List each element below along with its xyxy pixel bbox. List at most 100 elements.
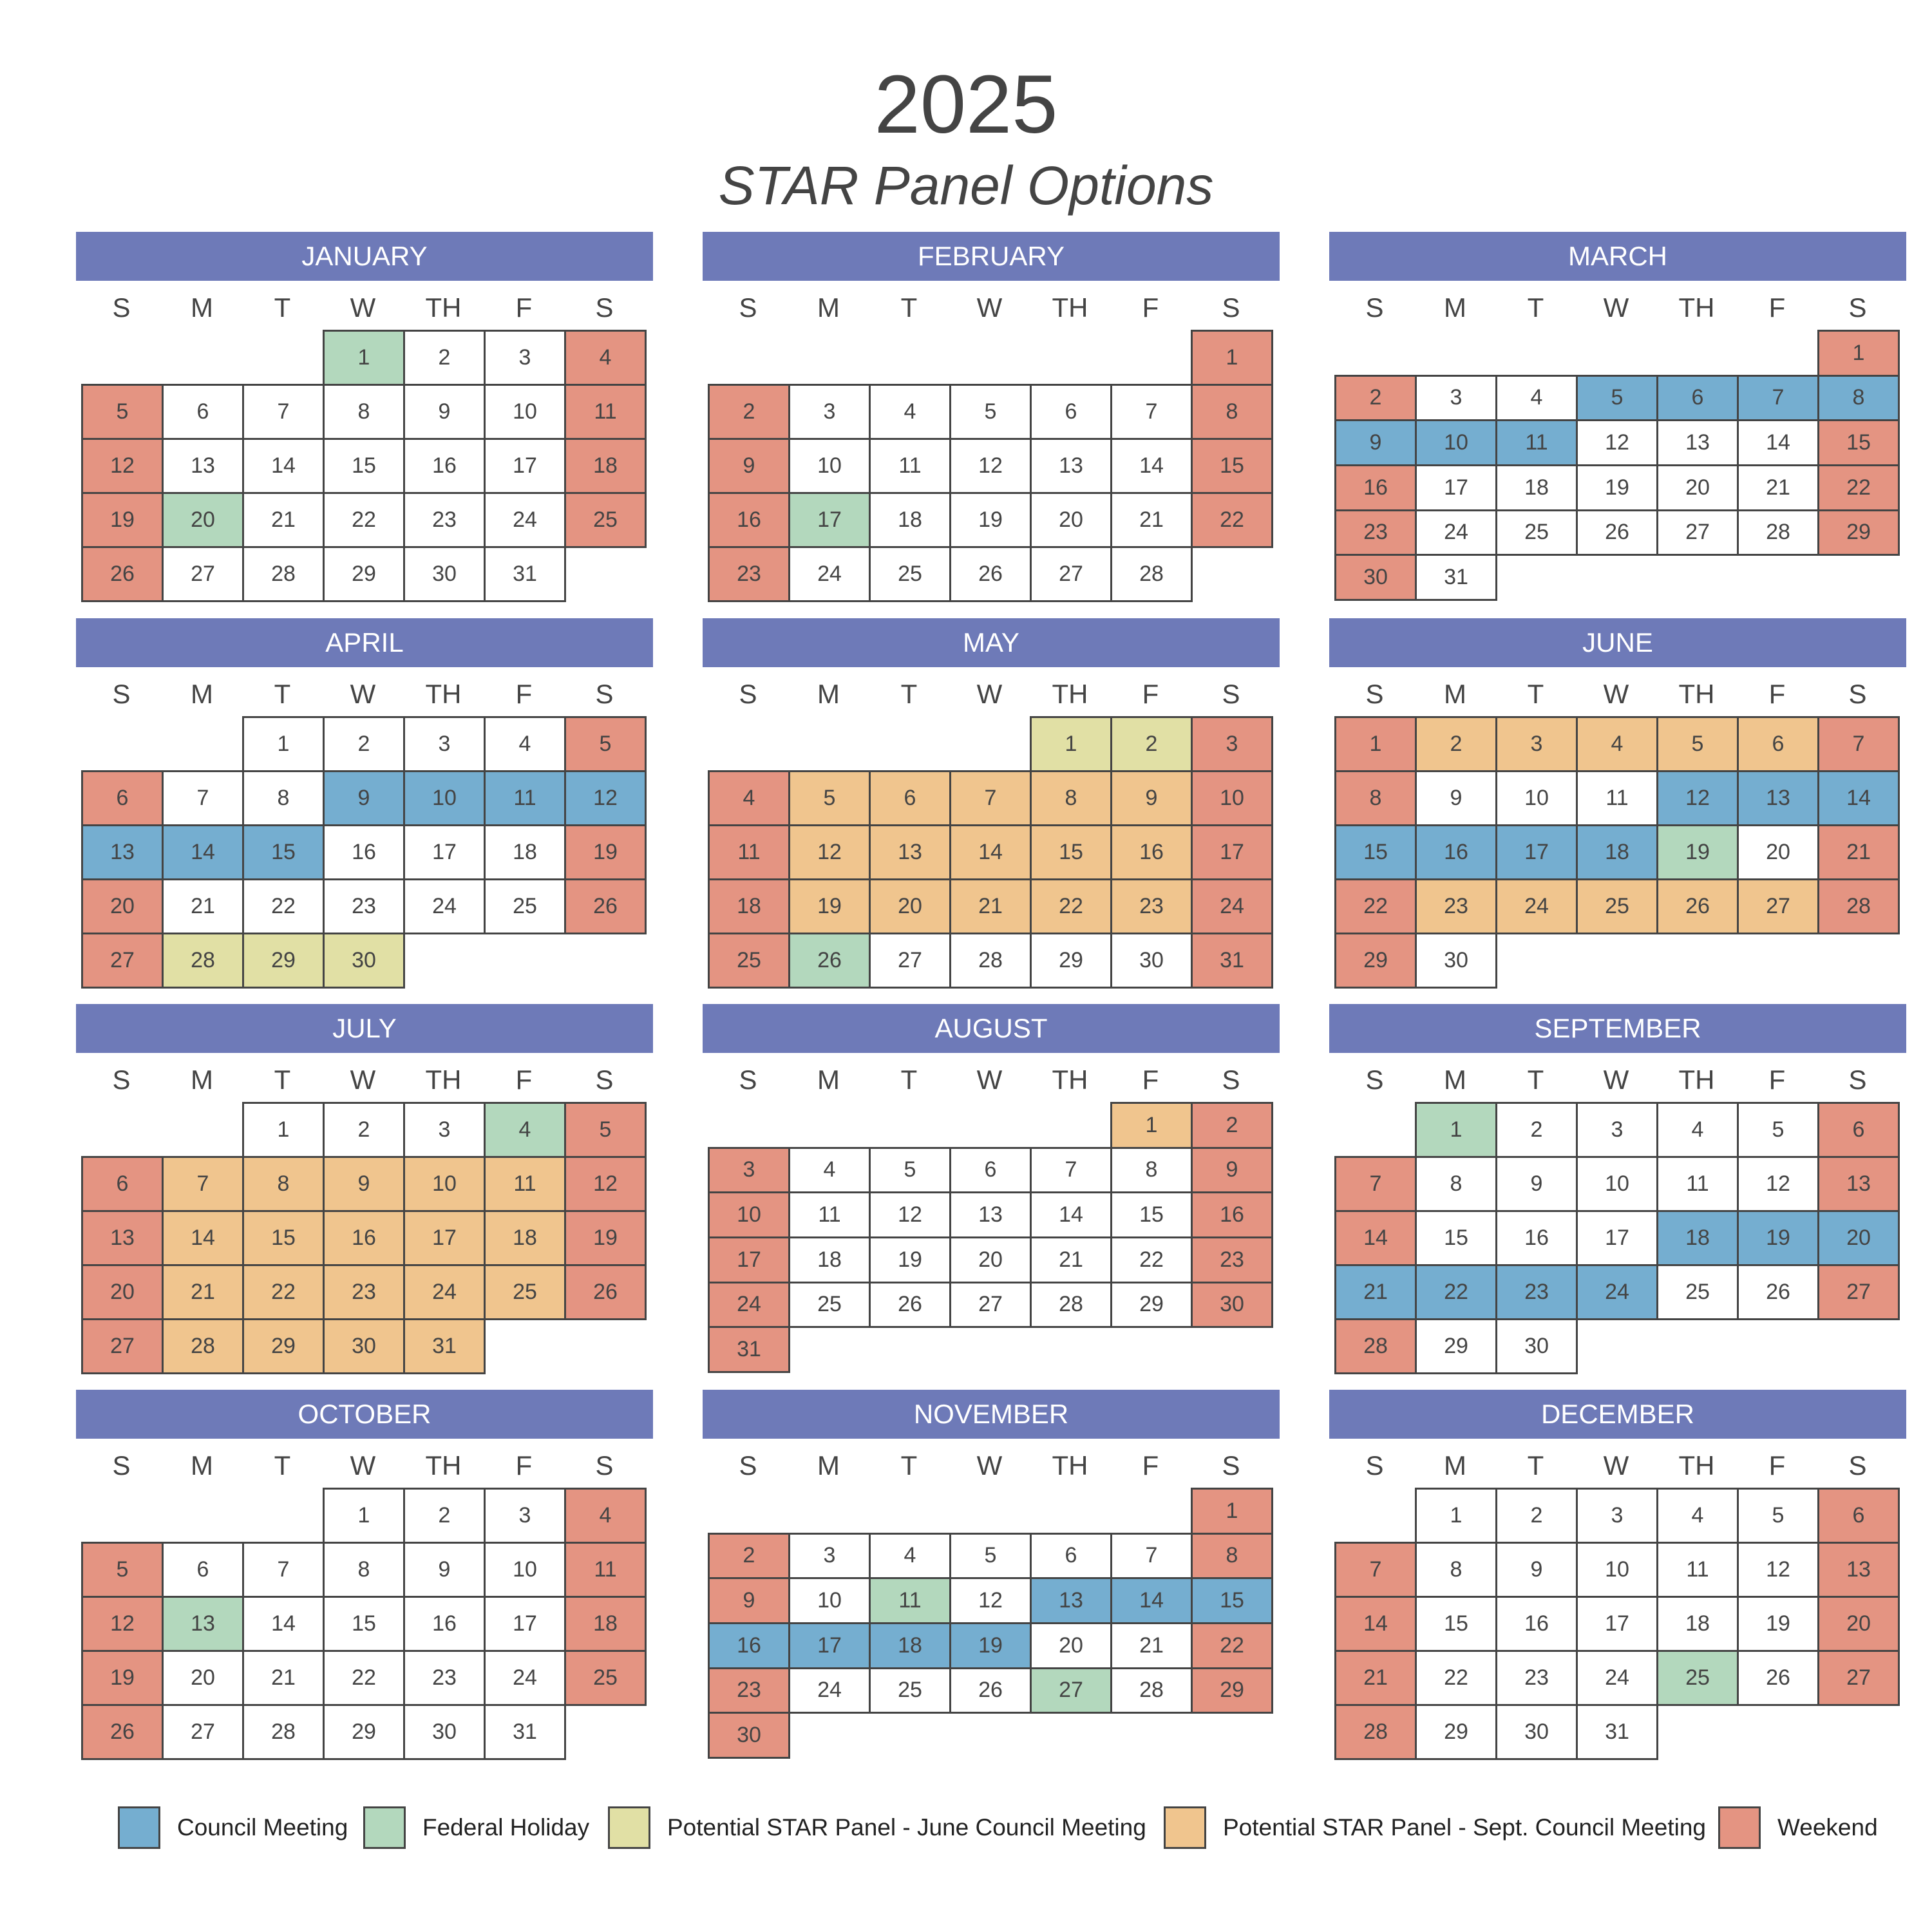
- day-cell: 11: [564, 384, 647, 440]
- day-cell: 6: [949, 1146, 1032, 1194]
- day-cell: 11: [869, 438, 951, 494]
- day-cell: 11: [869, 1577, 951, 1624]
- day-cell: 16: [1334, 464, 1417, 511]
- legend-label: Potential STAR Panel - Sept. Council Mee…: [1223, 1814, 1706, 1841]
- day-cell: 1: [1415, 1488, 1497, 1544]
- day-cell: 3: [403, 716, 486, 772]
- june-panel-swatch: [608, 1806, 650, 1849]
- day-cell: 12: [1656, 770, 1739, 826]
- day-cell: 20: [1656, 464, 1739, 511]
- day-cell: 19: [1576, 464, 1658, 511]
- day-cell: 31: [1191, 933, 1273, 989]
- day-cell: 7: [1334, 1156, 1417, 1212]
- day-cell: 29: [1191, 1667, 1273, 1714]
- day-cell: 6: [81, 770, 164, 826]
- day-cell: 24: [1191, 878, 1273, 934]
- day-cell: 21: [1110, 492, 1193, 548]
- day-cell: 8: [1415, 1542, 1497, 1598]
- day-cell: 22: [242, 878, 325, 934]
- day-cell: 7: [242, 1542, 325, 1598]
- day-cell: 23: [1191, 1236, 1273, 1283]
- day-cell: 28: [1110, 1667, 1193, 1714]
- day-cell: 12: [564, 770, 647, 826]
- day-cell: 6: [162, 384, 244, 440]
- day-cell: 23: [1415, 878, 1497, 934]
- weekday-label: TH: [1052, 1065, 1088, 1095]
- day-cell: 23: [1110, 878, 1193, 934]
- day-cell: 29: [1030, 933, 1112, 989]
- weekday-label: W: [1603, 1450, 1629, 1481]
- day-cell: 26: [1576, 509, 1658, 556]
- day-cell: 16: [1110, 824, 1193, 880]
- day-cell: 27: [949, 1281, 1032, 1329]
- day-cell: 1: [1817, 330, 1900, 377]
- day-cell: 1: [1191, 1488, 1273, 1535]
- weekday-label: S: [112, 292, 131, 323]
- day-cell: 16: [1495, 1210, 1578, 1266]
- weekday-label: W: [350, 679, 376, 709]
- weekday-label: W: [350, 1065, 376, 1095]
- weekday-label: T: [1527, 679, 1544, 709]
- day-cell: 7: [1737, 374, 1819, 422]
- day-cell: 2: [323, 716, 405, 772]
- weekday-label: W: [350, 1450, 376, 1481]
- day-cell: 8: [1191, 1532, 1273, 1580]
- day-cell: 17: [1415, 464, 1497, 511]
- weekday-label: M: [817, 679, 840, 709]
- day-cell: 24: [403, 878, 486, 934]
- day-cell: 24: [1576, 1264, 1658, 1320]
- day-cell: 6: [81, 1156, 164, 1212]
- day-cell: 9: [1191, 1146, 1273, 1194]
- day-cell: 18: [1656, 1596, 1739, 1652]
- weekday-label: S: [1222, 679, 1240, 709]
- day-cell: 27: [81, 933, 164, 989]
- day-cell: 21: [1737, 464, 1819, 511]
- day-cell: 2: [1191, 1102, 1273, 1149]
- day-cell: 2: [708, 384, 790, 440]
- day-cell: 28: [1110, 546, 1193, 602]
- day-cell: 17: [1191, 824, 1273, 880]
- day-cell: 21: [242, 492, 325, 548]
- day-cell: 22: [323, 492, 405, 548]
- day-cell: 21: [1110, 1622, 1193, 1669]
- weekday-label: W: [976, 1065, 1003, 1095]
- day-cell: 22: [242, 1264, 325, 1320]
- day-cell: 14: [1334, 1596, 1417, 1652]
- weekday-label: W: [1603, 679, 1629, 709]
- day-cell: 15: [323, 1596, 405, 1652]
- day-cell: 7: [1030, 1146, 1112, 1194]
- day-cell: 20: [1817, 1210, 1900, 1266]
- weekday-label: S: [595, 679, 614, 709]
- day-cell: 21: [162, 878, 244, 934]
- legend-label: Federal Holiday: [422, 1814, 590, 1841]
- day-cell: 14: [242, 1596, 325, 1652]
- day-cell: 18: [788, 1236, 871, 1283]
- day-cell: 10: [1415, 419, 1497, 466]
- weekday-label: TH: [1052, 1450, 1088, 1481]
- day-cell: 15: [242, 824, 325, 880]
- weekday-label: M: [1444, 1065, 1466, 1095]
- day-cell: 7: [1817, 716, 1900, 772]
- weekday-label: S: [595, 1450, 614, 1481]
- weekday-label: S: [739, 679, 757, 709]
- weekday-label: T: [274, 292, 291, 323]
- weekday-label: T: [1527, 1450, 1544, 1481]
- month-june: JUNE S M T W TH F S 1 2 3 4 5 6 7 8 9 10 11 12 13 14 15 16 17 18 1…: [1329, 618, 1906, 998]
- day-cell: 6: [1030, 384, 1112, 440]
- weekday-label: T: [900, 679, 918, 709]
- weekday-label: TH: [425, 292, 462, 323]
- day-cell: 8: [1817, 374, 1900, 422]
- day-cell: 13: [81, 1210, 164, 1266]
- day-cell: 14: [162, 824, 244, 880]
- day-cell: 3: [484, 1488, 566, 1544]
- day-cell: 29: [1334, 933, 1417, 989]
- weekday-label: TH: [1678, 679, 1715, 709]
- month-header: MAY: [703, 618, 1280, 667]
- day-cell: 20: [162, 492, 244, 548]
- day-cell: 24: [403, 1264, 486, 1320]
- legend-item: Potential STAR Panel - Sept. Council Mee…: [1164, 1806, 1706, 1849]
- day-cell: 4: [484, 1102, 566, 1158]
- day-cell: 28: [1334, 1318, 1417, 1374]
- day-cell: 3: [484, 330, 566, 386]
- day-cell: 1: [1030, 716, 1112, 772]
